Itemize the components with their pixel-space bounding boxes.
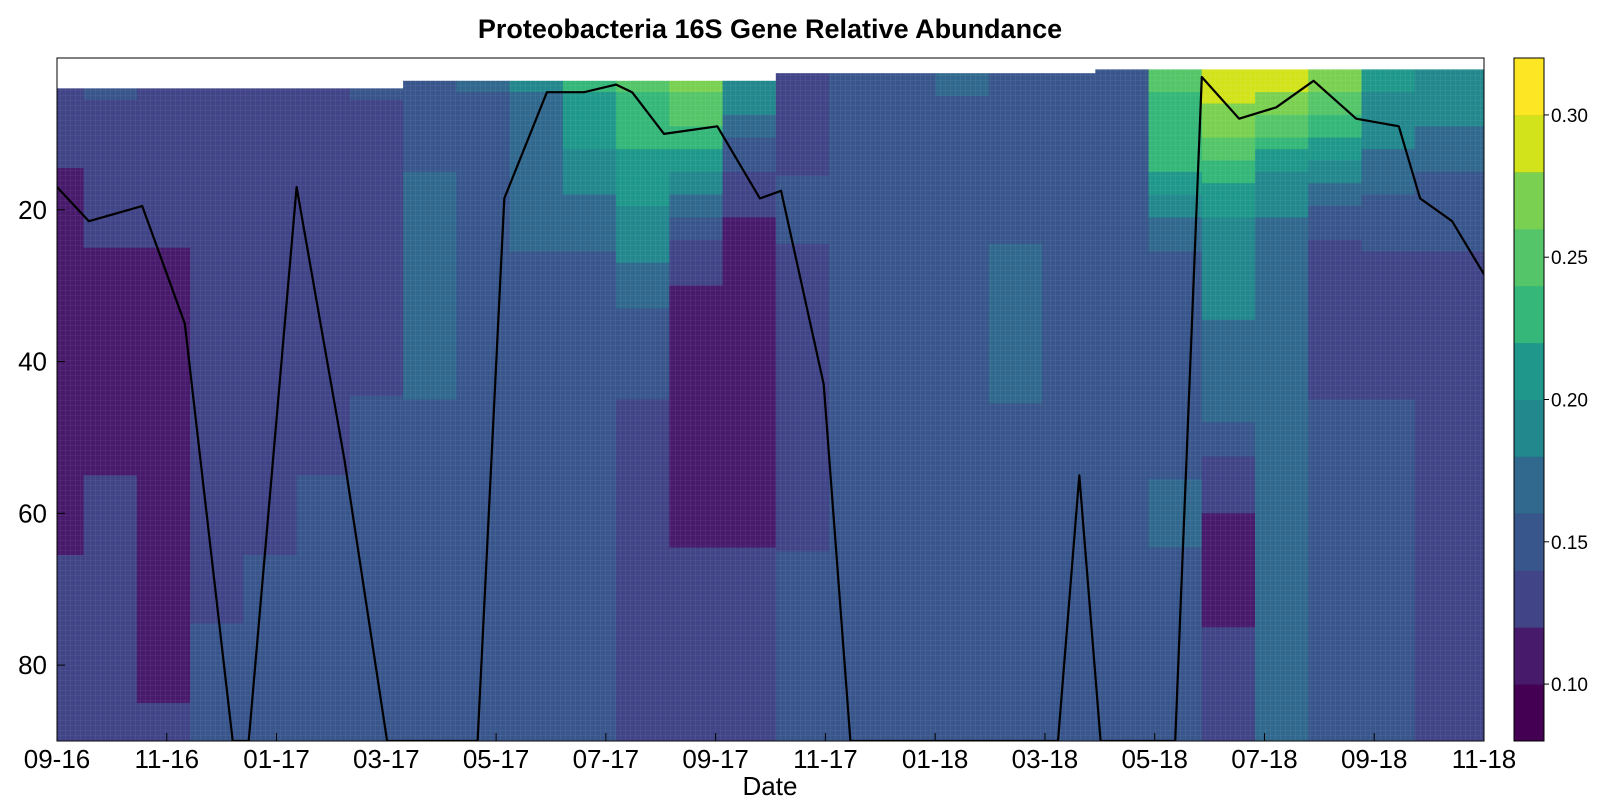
x-tick-label: 09-17 [682, 744, 749, 774]
x-tick-label: 07-18 [1231, 744, 1298, 774]
colorbar-segment [1514, 286, 1544, 343]
x-axis-label: Date [743, 771, 798, 800]
x-tick-label: 11-18 [1452, 744, 1517, 774]
colorbar: 0.10 0.15 0.20 0.25 0.30 [1514, 58, 1588, 742]
colorbar-segment [1514, 400, 1544, 457]
y-tick-label: 40 [18, 347, 47, 377]
x-tick-label: 07-17 [573, 744, 640, 774]
y-tick-label: 20 [18, 195, 47, 225]
x-tick-label: 11-16 [134, 744, 199, 774]
colorbar-tick-label: 0.30 [1551, 106, 1588, 127]
plot-area [57, 58, 1485, 749]
colorbar-tick-label: 0.25 [1551, 248, 1588, 269]
y-tick-label: 60 [18, 498, 47, 528]
x-tick-label: 11-17 [793, 744, 858, 774]
colorbar-segment [1514, 570, 1544, 627]
colorbar-segment [1514, 456, 1544, 513]
grid-texture [57, 58, 1484, 741]
x-tick-label: 01-18 [902, 744, 969, 774]
colorbar-segment [1514, 627, 1544, 684]
x-tick-label: 01-17 [243, 744, 310, 774]
x-tick-label: 05-17 [463, 744, 530, 774]
colorbar-segment [1514, 115, 1544, 172]
colorbar-segment [1514, 172, 1544, 229]
colorbar-segment [1514, 229, 1544, 286]
y-tick-label: 80 [18, 650, 47, 680]
chart-title: Proteobacteria 16S Gene Relative Abundan… [478, 14, 1062, 44]
x-tick-label: 09-18 [1341, 744, 1408, 774]
x-tick-label: 05-18 [1121, 744, 1188, 774]
x-tick-label: 03-18 [1012, 744, 1079, 774]
x-tick-label: 03-17 [353, 744, 420, 774]
colorbar-tick-label: 0.20 [1551, 391, 1588, 412]
colorbar-tick-label: 0.10 [1551, 675, 1588, 696]
x-tick-label: 09-16 [24, 744, 91, 774]
colorbar-segment [1514, 58, 1544, 115]
colorbar-tick-label: 0.15 [1551, 533, 1588, 554]
colorbar-segment [1514, 684, 1544, 741]
colorbar-segment [1514, 513, 1544, 570]
colorbar-segment [1514, 343, 1544, 400]
